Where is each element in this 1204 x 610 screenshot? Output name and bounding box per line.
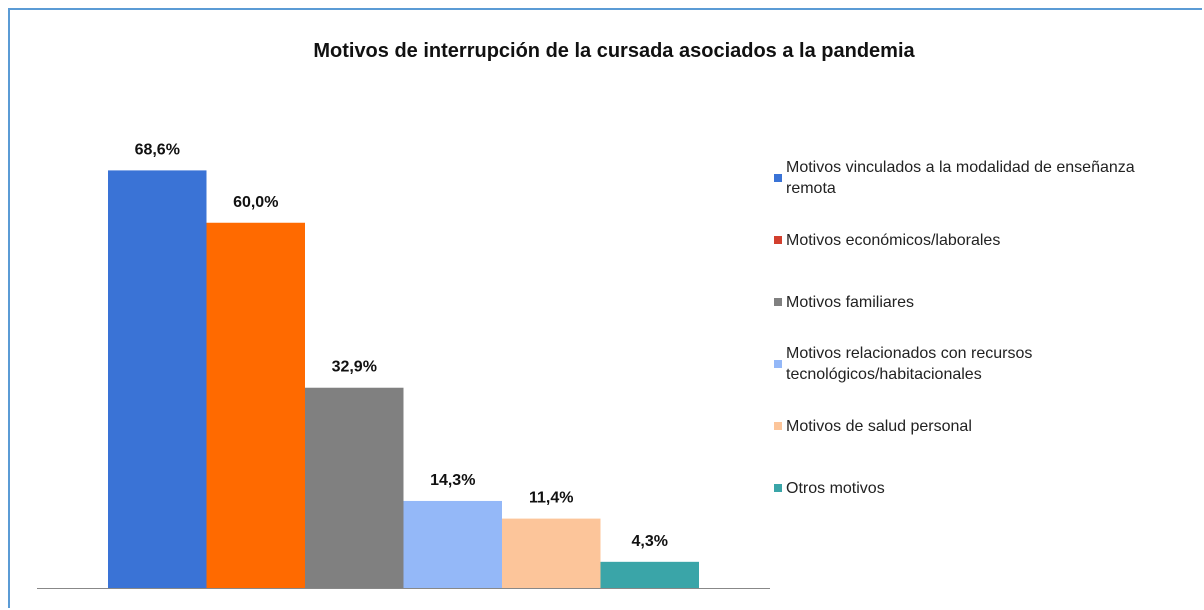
bar [403,500,502,588]
bar [600,561,699,588]
bar [108,170,207,588]
bar [206,222,305,588]
legend-label: Otros motivos [786,479,885,497]
value-label: 11,4% [529,490,573,507]
legend-item: Motivos económicos/laborales [774,209,1174,271]
value-label: 32,9% [332,359,377,376]
legend-swatch [774,236,782,244]
chart-title: Motivos de interrupción de la cursada as… [313,40,915,62]
legend-label: Motivos relacionados con recursos tecnol… [786,345,1033,383]
value-label: 68,6% [135,141,180,158]
bar [305,387,404,588]
legend-swatch [774,422,782,430]
legend-item: Otros motivos [774,457,1174,519]
legend-item: Motivos de salud personal [774,395,1174,457]
legend-swatch [774,298,782,306]
legend-swatch [774,174,782,182]
legend-item: Motivos familiares [774,271,1174,333]
legend-item: Motivos relacionados con recursos tecnol… [774,333,1174,395]
chart-frame [8,8,1202,608]
legend-label: Motivos económicos/laborales [786,231,1001,249]
legend-label: Motivos de salud personal [786,417,972,435]
legend-swatch [774,360,782,368]
legend-label: Motivos familiares [786,293,915,311]
bar [502,518,601,588]
legend-swatch [774,484,782,492]
legend-label: Motivos vinculados a la modalidad de ens… [786,159,1135,197]
value-label: 4,3% [632,533,668,550]
legend: Motivos vinculados a la modalidad de ens… [774,147,1174,519]
value-label: 60,0% [233,194,278,211]
legend-item: Motivos vinculados a la modalidad de ens… [774,147,1174,209]
value-label: 14,3% [430,472,475,489]
